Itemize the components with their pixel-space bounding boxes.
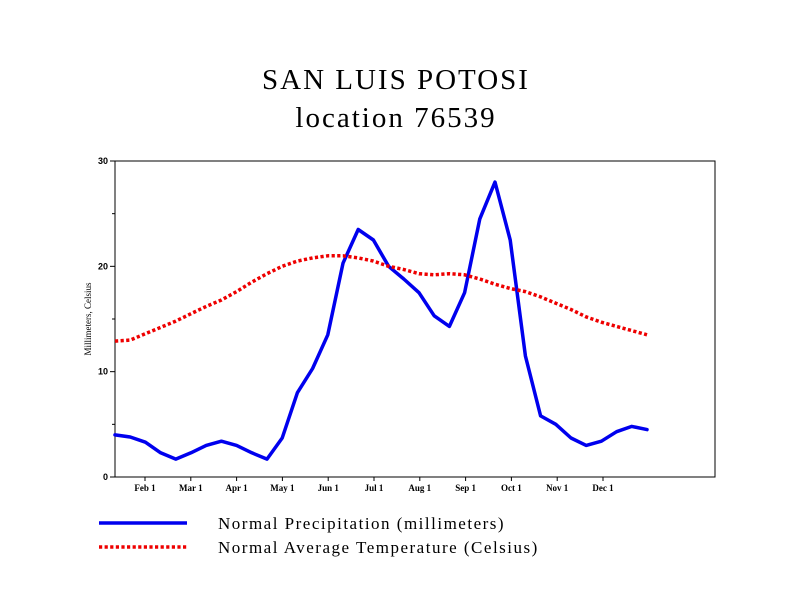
x-axis: Feb 1 Mar 1 Apr 1 May 1 Jun 1 Jul 1 Aug 1 Sep 1… bbox=[134, 477, 614, 493]
x-tick-label: Nov 1 bbox=[546, 483, 569, 493]
x-tick-label: May 1 bbox=[270, 483, 295, 493]
series-line-temperature bbox=[114, 254, 648, 343]
chart-title: SAN LUIS POTOSI bbox=[262, 64, 530, 96]
x-tick-label: Mar 1 bbox=[179, 483, 203, 493]
x-tick-label: Jul 1 bbox=[365, 483, 384, 493]
x-tick-label: Jun 1 bbox=[318, 483, 340, 493]
x-tick-label: Apr 1 bbox=[226, 483, 249, 493]
y-tick-label: 20 bbox=[98, 261, 108, 271]
x-tick-label: Sep 1 bbox=[455, 483, 476, 493]
y-tick-label: 30 bbox=[98, 156, 108, 166]
x-tick-label: Dec 1 bbox=[592, 483, 614, 493]
y-tick-label: 0 bbox=[103, 472, 108, 482]
series-line-precipitation bbox=[113, 180, 649, 461]
legend-label-precipitation: Normal Precipitation (millimeters) bbox=[218, 514, 506, 533]
x-tick-label: Feb 1 bbox=[134, 483, 156, 493]
y-tick-label: 10 bbox=[98, 367, 108, 377]
y-axis-label: Millimeters, Celsius bbox=[83, 282, 93, 355]
legend-label-temperature: Normal Average Temperature (Celsius) bbox=[218, 538, 539, 557]
series-layer bbox=[113, 180, 649, 461]
x-tick-label: Aug 1 bbox=[408, 483, 431, 493]
x-tick-label: Oct 1 bbox=[501, 483, 522, 493]
y-axis: 0 10 20 30 bbox=[98, 156, 115, 482]
chart-subtitle: location 76539 bbox=[295, 102, 497, 134]
legend bbox=[99, 521, 187, 549]
